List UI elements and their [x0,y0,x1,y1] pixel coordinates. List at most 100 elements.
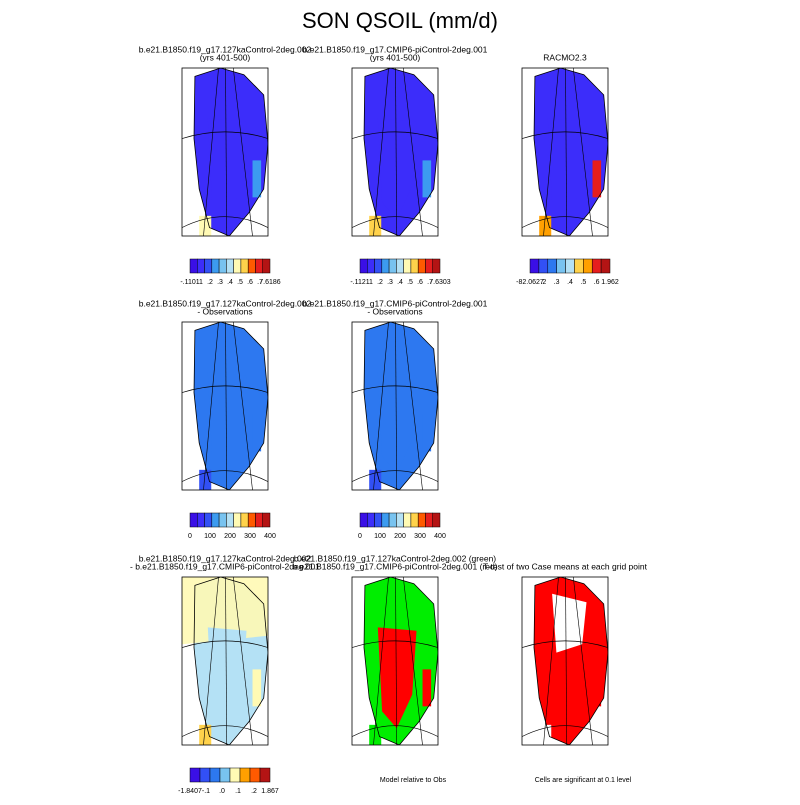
colorbar-box [396,258,404,274]
colorbar-box [199,767,211,783]
edge-patch [252,414,262,452]
colorbar-box [262,512,271,528]
colorbar-box [359,258,368,274]
colorbar-box [374,512,383,528]
colorbar-box [233,258,242,274]
colorbar-box [547,258,557,274]
panel-title: b.e21.B1850.f19_g17.CMIP6-piControl-2deg… [303,298,488,308]
map [182,322,268,490]
inner-fill [207,372,247,474]
colorbar-box [209,767,221,783]
colorbar-label: 1.962 [601,279,619,286]
meridian [543,577,559,745]
colorbar-label: .5 [407,279,413,286]
colorbar-label: 200 [224,533,236,540]
meridian [395,68,398,236]
colorbar-label: 400 [264,533,276,540]
colorbar-box [396,512,404,528]
colorbar-box [403,258,412,274]
map-frame [181,321,269,491]
colorbar-box [432,258,441,274]
map [182,68,268,236]
colorbar-box [189,258,198,274]
colorbar-label: 7.6303 [429,279,451,286]
colorbar-label: 0 [358,533,362,540]
edge-patch [369,724,382,745]
map [352,322,438,490]
panel-title: b.e21.B1850.f19_g17.127kaControl-2deg.00… [139,44,312,54]
meridian [572,68,593,236]
panel-title: - Observations [197,306,252,316]
meridian [203,68,219,236]
meridian [572,577,593,745]
colorbar-label: 0 [188,533,192,540]
colorbar-box [359,512,368,528]
colorbar-label: .5 [580,279,586,286]
panel-note: Cells are significant at 0.1 level [535,777,632,784]
latitude [352,725,438,737]
inner-fill [377,118,417,220]
edge-patch [199,469,212,490]
colorbar-label: .1 [367,279,373,286]
meridian [373,322,389,490]
colorbar-label: .1 [235,788,241,795]
map-frame [181,576,269,746]
colorbar-label: 300 [414,533,426,540]
colorbar-box [204,258,213,274]
colorbar-box [240,512,249,528]
colorbar-label: .4 [567,279,573,286]
colorbar-box [388,258,397,274]
colorbar-label: 7.6186 [259,279,281,286]
panel-title: T-test of two Case means at each grid po… [483,561,648,571]
edge-patch [369,215,382,236]
map [352,68,438,236]
coast [363,68,438,236]
colorbar-box [600,258,611,274]
colorbar-box [197,512,205,528]
colorbar-box [565,258,575,274]
colorbar-box [538,258,549,274]
colorbar-box [249,767,261,783]
colorbar-label: .6 [247,279,253,286]
colorbar-box [189,512,198,528]
latitude [182,385,268,393]
colorbar-box [233,512,242,528]
colorbar-box [218,512,227,528]
map-panel: b.e21.B1850.f19_g17.CMIP6-piControl-2deg… [303,298,488,540]
colorbar-label: -.1121 [350,279,369,286]
meridian [543,68,559,236]
colorbar-box [240,258,249,274]
panel-title: b.e21.B1850.f19_g17.127kaControl-2deg.00… [294,553,496,563]
colorbar-box [226,258,234,274]
latitude [352,385,438,393]
edge-patch [369,469,382,490]
edge-patch [199,215,212,236]
colorbar-box [211,258,220,274]
colorbar-label: .6 [417,279,423,286]
colorbar-box [255,258,263,274]
colorbar-label: 400 [434,533,446,540]
colorbar-box [381,258,390,274]
colorbar-label: -.1101 [180,279,199,286]
map-panel: b.e21.B1850.f19_g17.127kaControl-2deg.00… [139,44,312,286]
coast [363,577,438,745]
coast [533,68,608,236]
latitude [182,470,268,482]
latitude [522,131,608,139]
colorbar-box [374,258,383,274]
colorbar-box [219,767,231,783]
colorbar-label: .6 [594,279,600,286]
edge-patch [252,669,262,707]
panel-title: RACMO2.3 [543,52,587,62]
meridian [395,322,398,490]
colorbar-box [388,512,397,528]
meridian [565,577,568,745]
map-frame [351,576,439,746]
colorbar-box [574,258,584,274]
colorbar-box [218,258,227,274]
colorbar-box [556,258,566,274]
panel-title: b.e21.B1850.f19_g17.CMIP6-piControl-2deg… [292,561,497,571]
colorbar-box [229,767,241,783]
colorbar-box [367,512,375,528]
latitude [182,131,268,139]
